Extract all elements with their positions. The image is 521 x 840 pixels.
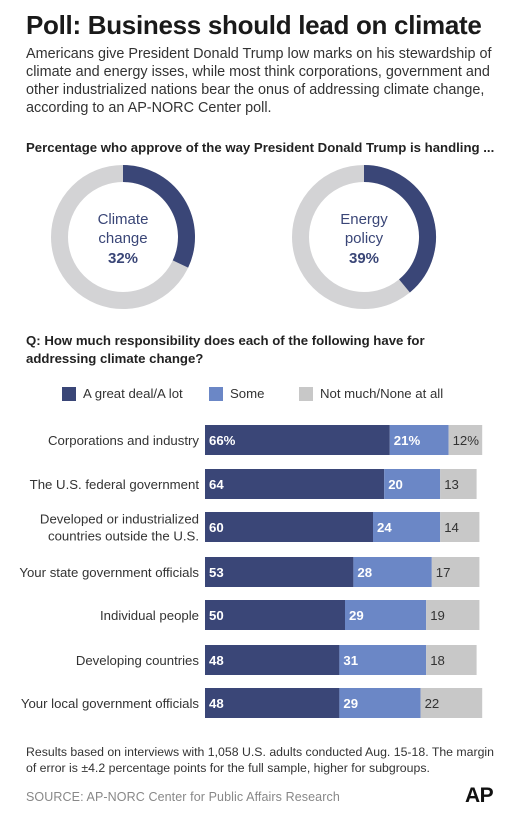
- bar-segment-some: [339, 688, 421, 718]
- donut-label: Climate: [98, 211, 149, 228]
- bar-segment-not-much: [420, 688, 483, 718]
- category-label: Your local government officials: [21, 696, 200, 711]
- bar-segment-some: [373, 512, 441, 542]
- bar-segment-great-deal: [205, 512, 373, 542]
- legend-item-some: Some: [209, 386, 264, 401]
- bar-segment-some: [345, 600, 427, 630]
- bar-value-label: 20: [388, 477, 403, 492]
- bar-value-label: 28: [357, 565, 372, 580]
- bar-segment-not-much: [431, 557, 480, 587]
- legend-item-great-deal: A great deal/A lot: [62, 386, 183, 401]
- donut-value: 39%: [349, 250, 379, 267]
- donut-label: policy: [345, 230, 384, 247]
- bar-segment-great-deal: [205, 688, 340, 718]
- bar-value-label: 64: [209, 477, 224, 492]
- bar-value-label: 50: [209, 608, 224, 623]
- bar-segment-great-deal: [205, 425, 390, 455]
- bar-segment-not-much: [426, 600, 480, 630]
- bar-value-label: 60: [209, 520, 224, 535]
- bar-segment-not-much: [440, 469, 477, 499]
- legend-label-some: Some: [230, 386, 265, 401]
- bar-segment-some: [339, 645, 427, 675]
- legend-label-not-much: Not much/None at all: [320, 386, 444, 401]
- bar-value-label: 17: [436, 565, 451, 580]
- page-title: Poll: Business should lead on climate: [26, 10, 482, 40]
- donut-slice-approve: [122, 165, 195, 268]
- category-label: Corporations and industry: [48, 433, 199, 448]
- category-label: Developed or industrialized: [40, 512, 199, 527]
- responsibility-question: Q: How much responsibility does each of …: [26, 333, 425, 366]
- category-label: Individual people: [100, 608, 199, 623]
- donut-1: Energy policy 39%: [292, 165, 436, 309]
- bar-row: Developed or industrialized countries out…: [40, 512, 480, 544]
- bar-value-label: 48: [209, 696, 224, 711]
- bar-segment-some: [384, 469, 441, 499]
- donut-0: Climate change 32%: [51, 165, 195, 309]
- donut-label: change: [98, 230, 147, 247]
- bar-segment-great-deal: [205, 645, 340, 675]
- legend-swatch-great-deal: [62, 386, 76, 401]
- category-label: countries outside the U.S.: [48, 529, 199, 544]
- bar-value-label: 12%: [453, 433, 480, 448]
- donut-question: Percentage who approve of the way Presid…: [26, 140, 495, 155]
- bar-row: Developing countries 48 31 18: [76, 645, 477, 675]
- donut-value: 32%: [108, 250, 138, 267]
- bar-value-label: 48: [209, 653, 224, 668]
- bar-value-label: 18: [430, 653, 445, 668]
- bar-value-label: 66%: [209, 433, 236, 448]
- bar-segment-some: [389, 425, 449, 455]
- bar-value-label: 29: [349, 608, 364, 623]
- donut-slice-approve: [363, 165, 436, 293]
- bar-segment-great-deal: [205, 600, 345, 630]
- legend-swatch-not-much: [299, 386, 313, 401]
- ap-logo: AP: [465, 784, 494, 807]
- bar-row: Individual people 50 29 19: [100, 600, 480, 630]
- bar-value-label: 31: [343, 653, 358, 668]
- category-label: Developing countries: [76, 653, 200, 668]
- bar-row: Your state government officials 53 28 17: [19, 557, 480, 587]
- bar-value-label: 19: [430, 608, 445, 623]
- legend-label-great-deal: A great deal/A lot: [83, 386, 183, 401]
- source-credit: SOURCE: AP-NORC Center for Public Affair…: [26, 790, 340, 804]
- bar-value-label: 14: [444, 520, 459, 535]
- bar-row: Corporations and industry 66% 21% 12%: [48, 425, 483, 455]
- bar-segment-not-much: [426, 645, 477, 675]
- stacked-bar-chart: Corporations and industry 66% 21% 12% The U.…: [19, 425, 483, 718]
- legend-item-not-much: Not much/None at all: [299, 386, 443, 401]
- donut-charts: Climate change 32% Energy policy 39%: [51, 165, 436, 309]
- footnote: Results based on interviews with 1,058 U…: [26, 745, 495, 775]
- bar-segment-not-much: [440, 512, 480, 542]
- bar-value-label: 24: [377, 520, 392, 535]
- bar-row: The U.S. federal government 64 20 13: [30, 469, 477, 499]
- bar-row: Your local government officials 48 29 22: [21, 688, 483, 718]
- bar-segment-great-deal: [205, 469, 385, 499]
- category-label: The U.S. federal government: [30, 477, 200, 492]
- bar-segment-some: [353, 557, 432, 587]
- bar-value-label: 21%: [394, 433, 421, 448]
- category-label: Your state government officials: [19, 565, 199, 580]
- bar-value-label: 22: [425, 696, 440, 711]
- donut-label: Energy: [340, 211, 388, 228]
- bar-segment-not-much: [448, 425, 483, 455]
- legend-swatch-some: [209, 386, 223, 401]
- bar-value-label: 29: [343, 696, 358, 711]
- bar-segment-great-deal: [205, 557, 354, 587]
- bar-value-label: 13: [444, 477, 459, 492]
- bar-value-label: 53: [209, 565, 224, 580]
- intro-text: Americans give President Donald Trump lo…: [26, 46, 492, 116]
